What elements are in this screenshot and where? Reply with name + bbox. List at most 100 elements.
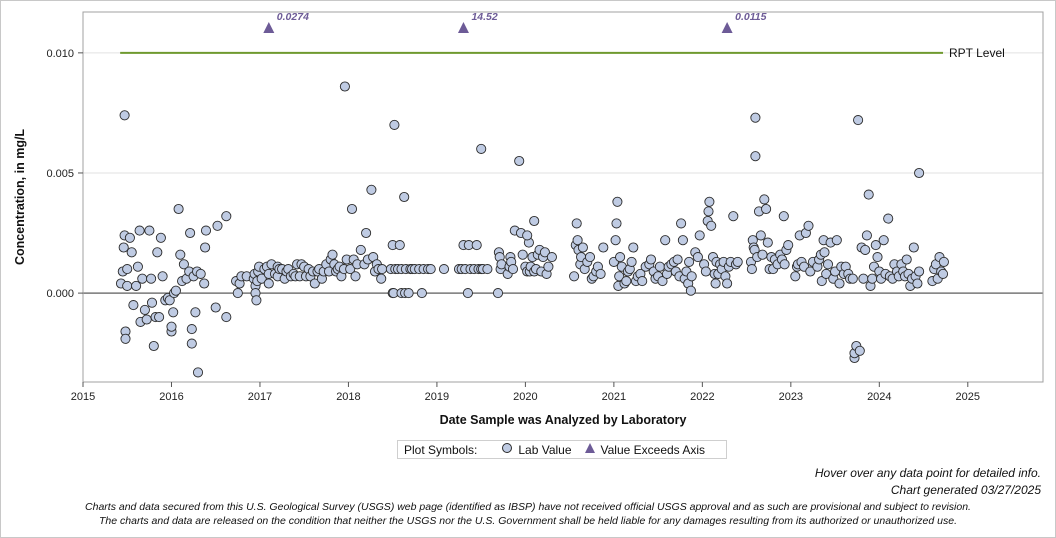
data-point xyxy=(860,244,871,255)
disclaimer-line-1: Charts and data secured from this U.S. G… xyxy=(85,501,971,513)
data-point xyxy=(178,259,189,270)
data-point xyxy=(878,235,889,246)
data-point xyxy=(861,230,872,241)
data-point xyxy=(914,167,925,179)
data-point xyxy=(778,211,789,222)
circle-icon xyxy=(501,442,513,457)
data-point xyxy=(399,191,410,203)
data-point xyxy=(805,266,816,277)
data-point xyxy=(657,276,668,287)
data-point xyxy=(232,288,243,299)
data-point xyxy=(598,242,609,253)
data-point xyxy=(569,271,580,282)
disclaimer-line-2: The charts and data are released on the … xyxy=(99,515,957,527)
data-point xyxy=(577,242,588,253)
data-point xyxy=(221,211,232,222)
exceed-triangle xyxy=(263,22,275,33)
data-point xyxy=(186,338,197,349)
data-point xyxy=(190,307,201,318)
data-point xyxy=(703,206,714,217)
legend: Plot Symbols: Lab Value Value Exceeds Ax… xyxy=(397,440,727,459)
data-point xyxy=(192,367,204,378)
data-point xyxy=(571,218,582,229)
data-point xyxy=(937,268,949,279)
legend-item-exceeds-axis: Value Exceeds Axis xyxy=(600,442,706,457)
data-point xyxy=(704,196,715,207)
data-point xyxy=(676,218,687,229)
hover-note: Hover over any data point for detailed i… xyxy=(814,466,1041,480)
data-point xyxy=(654,261,665,272)
data-point xyxy=(914,266,925,277)
data-point xyxy=(361,227,372,239)
rpt-reference-line: RPT Level xyxy=(120,46,1005,60)
data-point xyxy=(790,271,801,282)
data-point xyxy=(819,247,830,258)
exceed-value-label: 0.0115 xyxy=(735,11,766,23)
triangle-icon xyxy=(584,442,596,457)
data-point xyxy=(677,235,688,246)
data-point xyxy=(175,249,186,260)
data-point xyxy=(621,276,632,287)
gridlines xyxy=(83,52,1043,294)
data-point xyxy=(164,295,175,306)
data-point xyxy=(883,213,894,224)
data-point xyxy=(539,247,550,258)
data-point xyxy=(685,285,696,296)
data-point xyxy=(170,285,181,296)
data-point xyxy=(168,307,179,318)
generated-date: Chart generated 03/27/2025 xyxy=(890,483,1041,497)
data-point xyxy=(345,264,356,275)
data-point xyxy=(872,252,883,263)
data-point xyxy=(200,242,211,253)
data-point xyxy=(572,235,583,246)
data-point xyxy=(750,151,761,162)
data-point xyxy=(660,235,671,246)
data-point xyxy=(611,218,622,229)
data-point xyxy=(251,295,262,306)
x-tick-label: 2017 xyxy=(248,391,272,403)
data-point xyxy=(614,271,625,282)
data-point xyxy=(637,276,648,287)
data-point xyxy=(157,271,168,282)
data-point xyxy=(901,254,912,265)
data-point xyxy=(199,278,210,289)
exceed-triangle xyxy=(457,22,469,33)
data-point xyxy=(124,232,135,243)
data-point xyxy=(119,110,130,121)
x-tick-label: 2018 xyxy=(336,391,360,403)
data-point xyxy=(350,271,361,282)
data-point xyxy=(221,312,232,323)
data-point xyxy=(514,155,525,167)
data-point xyxy=(867,273,878,284)
data-point xyxy=(783,240,794,251)
data-point xyxy=(389,119,400,130)
x-axis: 2015 2016 2017 2018 2019 2020 2021 2022 2023 2024… xyxy=(71,382,980,403)
data-point xyxy=(462,288,473,299)
data-point xyxy=(595,268,606,279)
data-point xyxy=(132,261,143,272)
data-point xyxy=(195,268,206,279)
data-point xyxy=(546,252,557,263)
data-point xyxy=(482,264,493,275)
x-tick-label: 2021 xyxy=(602,391,626,403)
data-point xyxy=(154,312,165,323)
x-axis-title: Date Sample was Analyzed by Laboratory xyxy=(440,413,687,427)
data-point xyxy=(755,230,766,241)
data-point xyxy=(584,252,596,263)
data-point xyxy=(692,252,703,263)
exceed-value-label: 14.52 xyxy=(471,11,497,23)
data-point xyxy=(863,189,874,200)
data-point xyxy=(309,278,320,289)
data-point xyxy=(131,280,142,291)
data-point xyxy=(645,254,657,265)
data-point xyxy=(148,340,159,352)
data-point xyxy=(759,194,770,205)
data-point xyxy=(471,240,482,251)
data-point xyxy=(710,278,721,289)
data-point xyxy=(376,273,387,284)
data-point xyxy=(155,232,166,243)
y-tick-label: 0.005 xyxy=(46,168,74,180)
data-point xyxy=(492,288,504,299)
data-point xyxy=(476,143,487,154)
data-point xyxy=(728,211,739,222)
